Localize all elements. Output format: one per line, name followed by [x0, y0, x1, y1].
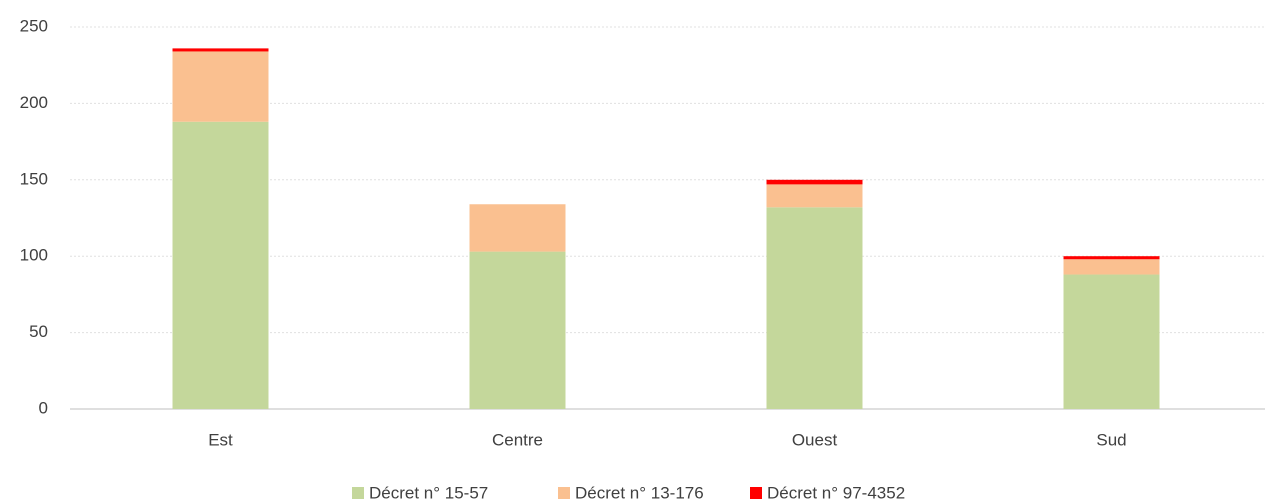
y-tick-label: 250 [20, 16, 48, 35]
legend-swatch [558, 487, 570, 499]
bar-segment [469, 204, 566, 252]
bar-segment [1063, 259, 1160, 275]
bar-segment [766, 179, 863, 185]
x-tick-label: Ouest [792, 430, 838, 449]
bar-segment [766, 184, 863, 208]
legend-swatch [750, 487, 762, 499]
bar-segment [172, 51, 269, 122]
y-tick-label: 100 [20, 246, 48, 265]
x-tick-label: Centre [492, 430, 543, 449]
bar-segment [172, 48, 269, 52]
y-tick-label: 150 [20, 169, 48, 188]
x-tick-label: Sud [1096, 430, 1126, 449]
bar-segment [469, 251, 566, 409]
legend-label: Décret n° 15-57 [369, 483, 488, 502]
y-tick-label: 50 [29, 322, 48, 341]
y-tick-label: 200 [20, 93, 48, 112]
bar-segment [172, 121, 269, 410]
bar-segment [1063, 256, 1160, 260]
legend-swatch [352, 487, 364, 499]
x-tick-label: Est [208, 430, 233, 449]
bar-segment [1063, 274, 1160, 409]
y-tick-label: 0 [39, 398, 48, 417]
legend-label: Décret n° 97-4352 [767, 483, 905, 502]
bar-segment [766, 207, 863, 409]
legend-label: Décret n° 13-176 [575, 483, 704, 502]
